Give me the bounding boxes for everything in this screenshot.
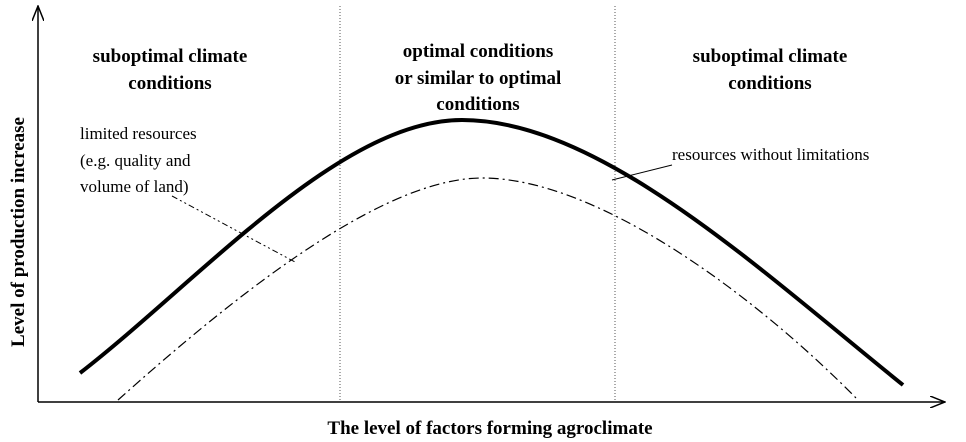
x-axis-label: The level of factors forming agroclimate <box>327 418 652 439</box>
annotation: resources without limitations <box>672 145 869 164</box>
curve-limited <box>117 177 859 401</box>
region-heading: conditions <box>728 73 811 94</box>
annotation: volume of land) <box>80 177 189 196</box>
region-heading: conditions <box>128 73 211 94</box>
pointer <box>171 195 296 263</box>
region-heading: suboptimal climate <box>693 46 848 67</box>
region-heading: suboptimal climate <box>93 46 248 67</box>
y-axis-label: Level of production increase <box>8 117 29 347</box>
region-heading: optimal conditions <box>403 41 553 62</box>
pointer <box>611 164 673 181</box>
region-heading: conditions <box>436 94 519 115</box>
region-heading: or similar to optimal <box>395 68 562 89</box>
annotation: (e.g. quality and <box>80 151 191 170</box>
curve-unlimited <box>78 117 905 387</box>
annotation: limited resources <box>80 124 197 143</box>
